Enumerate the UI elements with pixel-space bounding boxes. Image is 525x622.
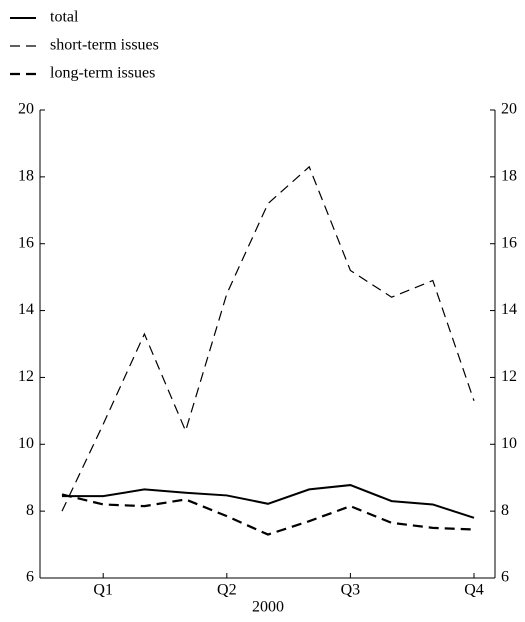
- y-tick-label: 18: [18, 168, 34, 185]
- y2-tick-label: 18: [501, 168, 517, 185]
- x-axis-label: 2000: [252, 599, 284, 616]
- y-tick-label: 8: [26, 502, 34, 519]
- y-tick-label: 14: [18, 301, 34, 318]
- y2-tick-label: 6: [501, 569, 509, 586]
- y-tick-label: 16: [18, 234, 34, 251]
- legend-label: total: [50, 9, 79, 26]
- y2-tick-label: 8: [501, 502, 509, 519]
- series-line: [62, 484, 475, 519]
- x-tick-label: Q4: [464, 582, 484, 599]
- legend-label: long-term issues: [50, 65, 155, 82]
- y2-tick-label: 20: [501, 101, 517, 118]
- y2-tick-label: 12: [501, 368, 517, 385]
- y-tick-label: 10: [18, 435, 34, 452]
- y-tick-label: 6: [26, 569, 34, 586]
- x-tick-label: Q2: [217, 582, 237, 599]
- legend-label: short-term issues: [50, 37, 159, 54]
- y2-tick-label: 16: [501, 234, 517, 251]
- y-tick-label: 20: [18, 101, 34, 118]
- y2-tick-label: 10: [501, 435, 517, 452]
- y2-tick-label: 14: [501, 301, 517, 318]
- x-tick-label: Q3: [341, 582, 361, 599]
- series-line: [61, 165, 475, 512]
- series-line: [61, 493, 475, 536]
- y-tick-label: 12: [18, 368, 34, 385]
- x-tick-label: Q1: [93, 582, 113, 599]
